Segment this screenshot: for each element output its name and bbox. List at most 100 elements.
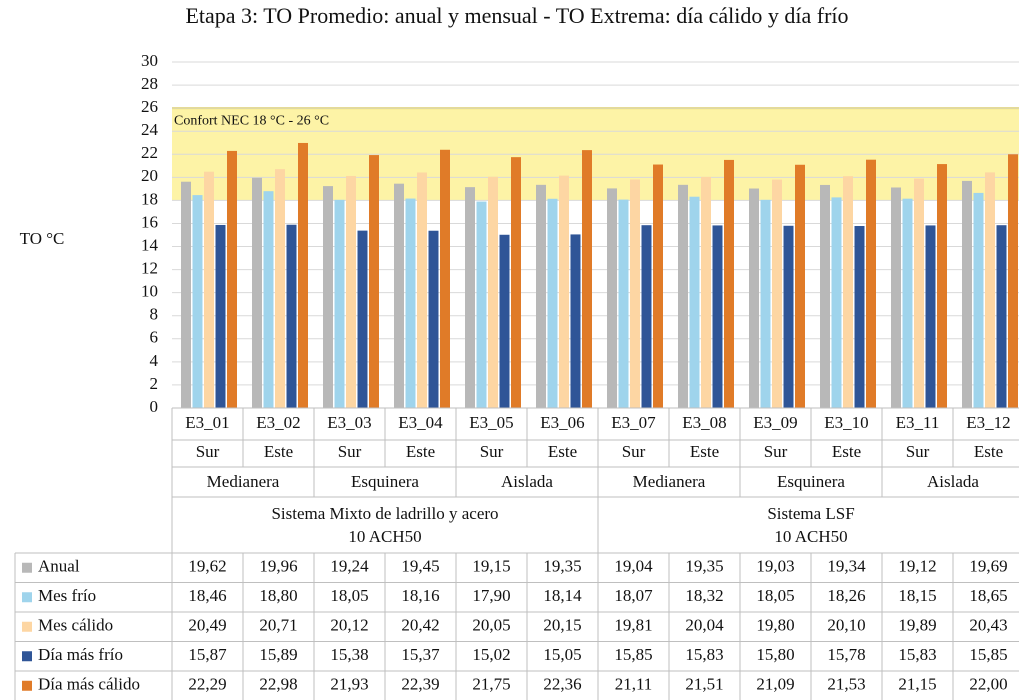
table-cell: 20,05 bbox=[472, 616, 510, 635]
chart-title: Etapa 3: TO Promedio: anual y mensual - … bbox=[185, 3, 848, 28]
bar bbox=[559, 175, 569, 408]
x-tick-label: E3_10 bbox=[824, 413, 868, 432]
table-cell: 18,15 bbox=[898, 586, 936, 605]
bar bbox=[831, 197, 842, 408]
legend-label: Día más cálido bbox=[38, 675, 140, 694]
bar bbox=[1008, 154, 1018, 408]
typology-label: Esquinera bbox=[351, 472, 419, 491]
table-cell: 18,16 bbox=[401, 586, 439, 605]
table-cell: 15,38 bbox=[330, 645, 368, 664]
typology-label: Medianera bbox=[207, 472, 280, 491]
table-cell: 22,98 bbox=[259, 675, 297, 694]
table-cell: 19,35 bbox=[685, 557, 723, 576]
table-cell: 22,00 bbox=[969, 675, 1007, 694]
bar bbox=[215, 224, 226, 408]
table-cell: 19,96 bbox=[259, 557, 297, 576]
bar bbox=[962, 180, 972, 408]
table-cell: 20,10 bbox=[827, 616, 865, 635]
bar bbox=[394, 183, 404, 408]
table-cell: 15,37 bbox=[401, 645, 440, 664]
bar bbox=[618, 199, 629, 408]
bar bbox=[925, 225, 936, 408]
table-cell: 15,89 bbox=[259, 645, 297, 664]
table-cell: 15,83 bbox=[685, 645, 723, 664]
bar bbox=[996, 225, 1007, 408]
y-tick-label: 24 bbox=[141, 120, 159, 139]
band-label: Confort NEC 18 °C - 26 °C bbox=[174, 113, 329, 128]
x-tick-label: E3_03 bbox=[327, 413, 371, 432]
bar bbox=[286, 224, 297, 408]
table-cell: 21,11 bbox=[615, 675, 653, 694]
table-cell: 19,04 bbox=[614, 557, 653, 576]
orientation-label: Sur bbox=[764, 442, 788, 461]
table-cell: 21,09 bbox=[756, 675, 794, 694]
typology-label: Aislada bbox=[927, 472, 979, 491]
table-cell: 21,15 bbox=[898, 675, 936, 694]
orientation-label: Sur bbox=[196, 442, 220, 461]
y-axis-label: TO °C bbox=[20, 229, 65, 248]
bar bbox=[536, 184, 546, 408]
system-sub-label: 10 ACH50 bbox=[774, 527, 847, 546]
bar bbox=[582, 150, 592, 408]
bar bbox=[417, 172, 427, 408]
legend-label: Día más frío bbox=[38, 645, 123, 664]
bar bbox=[334, 199, 345, 408]
table-cell: 22,29 bbox=[188, 675, 226, 694]
bar bbox=[653, 164, 663, 408]
typology-label: Esquinera bbox=[777, 472, 845, 491]
y-tick-label: 2 bbox=[150, 374, 159, 393]
table-cell: 18,65 bbox=[969, 586, 1007, 605]
bar bbox=[783, 225, 794, 408]
bar bbox=[689, 196, 700, 408]
y-tick-label: 14 bbox=[141, 235, 159, 254]
bar bbox=[570, 234, 581, 408]
table-cell: 15,85 bbox=[614, 645, 652, 664]
x-tick-label: E3_12 bbox=[966, 413, 1010, 432]
x-tick-label: E3_06 bbox=[540, 413, 584, 432]
bar bbox=[323, 186, 333, 408]
table-cell: 15,83 bbox=[898, 645, 936, 664]
bar bbox=[275, 169, 285, 408]
bar bbox=[712, 225, 723, 408]
bar bbox=[511, 157, 521, 408]
bar bbox=[488, 176, 498, 408]
x-tick-label: E3_07 bbox=[611, 413, 656, 432]
bar bbox=[181, 181, 191, 408]
system-sub-label: 10 ACH50 bbox=[348, 527, 421, 546]
x-tick-label: E3_05 bbox=[469, 413, 513, 432]
orientation-label: Este bbox=[832, 442, 861, 461]
x-tick-label: E3_09 bbox=[753, 413, 797, 432]
orientation-label: Este bbox=[406, 442, 435, 461]
legend-swatch bbox=[22, 680, 32, 691]
y-tick-label: 4 bbox=[150, 351, 159, 370]
table-cell: 19,12 bbox=[898, 557, 936, 576]
bar bbox=[866, 159, 876, 408]
bar bbox=[795, 164, 805, 408]
orientation-label: Sur bbox=[622, 442, 646, 461]
bar bbox=[973, 192, 984, 408]
bar bbox=[192, 195, 203, 408]
bar bbox=[701, 176, 711, 408]
y-tick-label: 26 bbox=[141, 97, 158, 116]
bar bbox=[891, 187, 901, 408]
table-cell: 21,93 bbox=[330, 675, 368, 694]
bar bbox=[843, 176, 853, 408]
table-cell: 18,32 bbox=[685, 586, 723, 605]
table-cell: 21,51 bbox=[685, 675, 723, 694]
bar bbox=[440, 149, 450, 408]
y-tick-label: 12 bbox=[141, 259, 158, 278]
x-tick-label: E3_02 bbox=[256, 413, 300, 432]
legend-label: Mes cálido bbox=[38, 616, 113, 635]
table-cell: 21,53 bbox=[827, 675, 865, 694]
orientation-label: Sur bbox=[906, 442, 930, 461]
table-cell: 19,69 bbox=[969, 557, 1007, 576]
bar bbox=[204, 171, 214, 408]
legend-swatch bbox=[22, 562, 32, 573]
table-cell: 19,45 bbox=[401, 557, 439, 576]
table-cell: 15,02 bbox=[472, 645, 510, 664]
table-cell: 15,05 bbox=[543, 645, 581, 664]
x-tick-label: E3_11 bbox=[896, 413, 940, 432]
table-cell: 20,43 bbox=[969, 616, 1007, 635]
y-tick-label: 0 bbox=[150, 397, 159, 416]
legend-swatch bbox=[22, 592, 32, 603]
